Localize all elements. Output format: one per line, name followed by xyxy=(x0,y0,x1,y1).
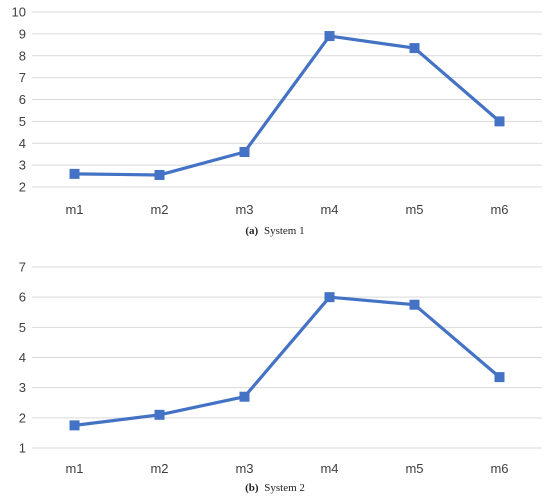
y-tick-label-system-2-5: 5 xyxy=(19,320,26,335)
y-tick-label-system-1-10: 10 xyxy=(12,5,26,20)
y-tick-label-system-1-5: 5 xyxy=(19,114,26,129)
series-line-system-1 xyxy=(72,34,502,177)
y-tick-label-system-2-4: 4 xyxy=(19,350,26,365)
x-tick-label-system-1-m6: m6 xyxy=(490,202,508,217)
data-point-system-1-m4 xyxy=(324,31,335,42)
x-tick-label-system-1-m2: m2 xyxy=(150,202,168,217)
data-point-system-2-m2 xyxy=(154,409,165,420)
y-tick-label-system-1-8: 8 xyxy=(19,48,26,63)
y-tick-label-system-1-6: 6 xyxy=(19,92,26,107)
x-tick-label-system-2-m1: m1 xyxy=(65,461,83,476)
y-tick-label-system-2-2: 2 xyxy=(19,410,26,425)
chart-system-1: 2 3 4 5 6 7 8 9 10 m1 m2 m3 m4 m5 m6 xyxy=(12,5,542,217)
chart-system-2: 1 2 3 4 5 6 7 m1 m2 m3 m4 m5 m6 xyxy=(19,260,542,476)
y-tick-label-system-1-7: 7 xyxy=(19,70,26,85)
data-point-system-2-m4 xyxy=(324,292,335,303)
data-point-system-1-m3 xyxy=(239,147,250,157)
caption-system-2: (b) System 2 xyxy=(245,482,305,494)
y-tick-label-system-1-3: 3 xyxy=(19,158,26,173)
y-tick-label-system-1-2: 2 xyxy=(19,180,26,195)
x-tick-label-system-1-m1: m1 xyxy=(65,202,83,217)
y-tick-label-system-2-7: 7 xyxy=(19,260,26,275)
x-tick-label-system-1-m3: m3 xyxy=(235,202,253,217)
y-tick-label-system-1-9: 9 xyxy=(19,26,26,41)
y-tick-label-system-1-4: 4 xyxy=(19,136,26,151)
data-point-system-2-m3 xyxy=(239,391,250,402)
x-tick-label-system-2-m5: m5 xyxy=(405,461,423,476)
x-tick-label-system-2-m4: m4 xyxy=(320,461,338,476)
series-line-system-2 xyxy=(72,295,502,427)
data-point-system-2-m6 xyxy=(494,372,505,383)
data-point-system-1-m2 xyxy=(154,169,165,180)
caption-label-system-1: (a) xyxy=(245,225,258,237)
y-tick-label-system-2-6: 6 xyxy=(19,290,26,305)
x-tick-label-system-2-m6: m6 xyxy=(490,461,508,476)
y-tick-label-system-2-1: 1 xyxy=(19,441,26,456)
caption-label-system-2: (b) xyxy=(245,482,259,494)
x-tick-label-system-2-m3: m3 xyxy=(235,461,253,476)
data-point-system-2-m5 xyxy=(409,299,420,310)
caption-system-1: (a) System 1 xyxy=(245,225,304,237)
caption-text-system-1: System 1 xyxy=(264,225,305,237)
y-tick-label-system-2-3: 3 xyxy=(19,380,26,395)
x-tick-label-system-2-m2: m2 xyxy=(150,461,168,476)
data-point-system-1-m6 xyxy=(494,116,505,127)
data-point-system-1-m1 xyxy=(69,168,80,179)
caption-text-system-2: System 2 xyxy=(264,482,305,494)
x-tick-label-system-1-m4: m4 xyxy=(320,202,338,217)
data-point-system-1-m5 xyxy=(409,43,420,54)
data-point-system-2-m1 xyxy=(69,420,80,431)
x-tick-label-system-1-m5: m5 xyxy=(405,202,423,217)
